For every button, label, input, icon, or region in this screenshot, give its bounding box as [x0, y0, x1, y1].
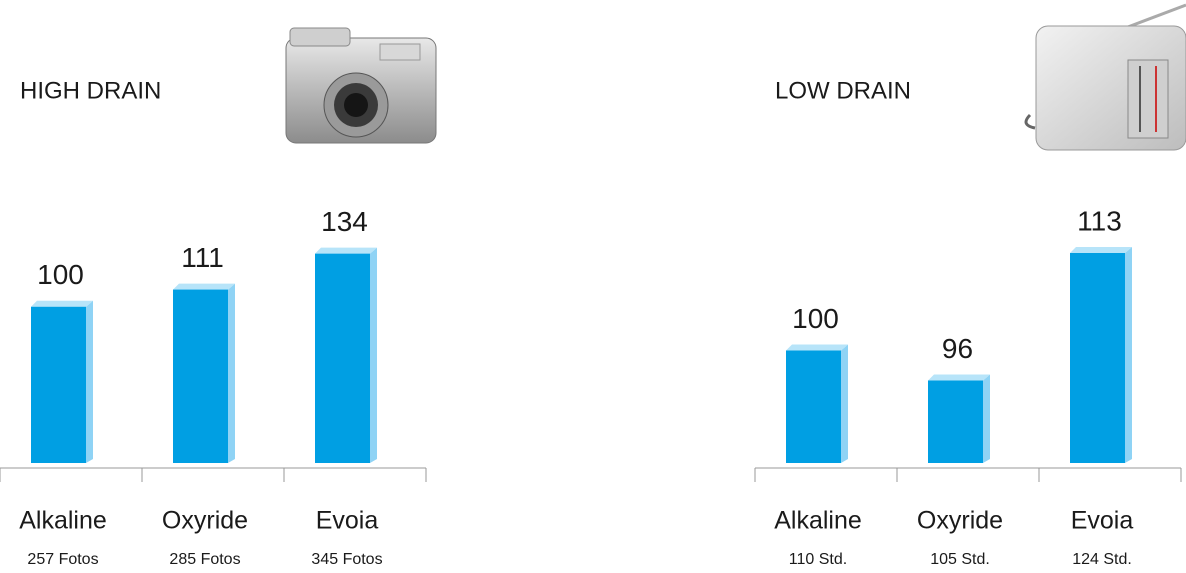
- category-label: Alkaline: [774, 507, 862, 535]
- chart-title: HIGH DRAIN: [20, 77, 161, 104]
- category-label: Alkaline: [19, 507, 107, 535]
- category-sublabel: 285 Fotos: [169, 551, 240, 568]
- bar: [31, 307, 86, 463]
- value-label: 111: [181, 242, 224, 273]
- category-label: Evoia: [316, 507, 379, 535]
- category-sublabel: 105 Std.: [930, 551, 990, 568]
- value-label: 96: [942, 333, 973, 364]
- bar-top: [1070, 247, 1132, 253]
- bar-side: [1125, 247, 1132, 463]
- chart-title: LOW DRAIN: [775, 77, 911, 104]
- bar-side: [370, 248, 377, 463]
- bar-side: [841, 345, 848, 464]
- category-sublabel: 124 Std.: [1072, 551, 1132, 568]
- bar-top: [928, 375, 990, 381]
- value-label: 134: [321, 206, 368, 237]
- category-label: Oxyride: [917, 507, 1003, 535]
- bar: [315, 254, 370, 463]
- bar-top: [315, 248, 377, 254]
- bar-side: [86, 301, 93, 463]
- category-label: Oxyride: [162, 507, 248, 535]
- camera-image: [286, 28, 436, 143]
- category-label: Evoia: [1071, 507, 1134, 535]
- category-sublabel: 110 Std.: [789, 551, 847, 568]
- category-sublabel: 257 Fotos: [27, 551, 98, 568]
- bar-top: [786, 345, 848, 351]
- category-sublabel: 345 Fotos: [311, 551, 382, 568]
- radio-image: [1026, 5, 1186, 150]
- bar-side: [228, 284, 235, 463]
- bar: [786, 351, 841, 464]
- value-label: 100: [792, 303, 839, 334]
- bar: [1070, 253, 1125, 463]
- bar-top: [173, 284, 235, 290]
- bar-side: [983, 375, 990, 464]
- bar: [928, 381, 983, 464]
- bar-top: [31, 301, 93, 307]
- value-label: 113: [1077, 205, 1122, 236]
- page: HIGH DRAIN 100 Alkaline 257 Fotos 111 Oxyride…: [0, 0, 1186, 573]
- value-label: 100: [37, 259, 84, 290]
- bar: [173, 290, 228, 463]
